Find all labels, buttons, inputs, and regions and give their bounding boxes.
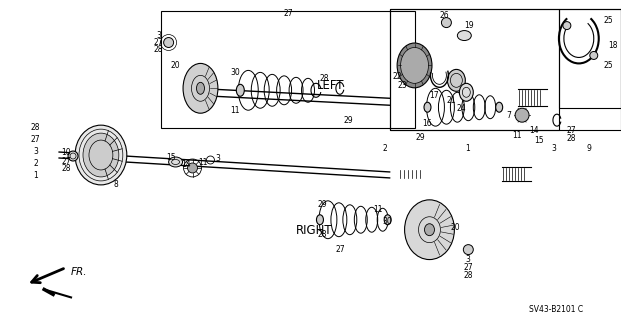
- Bar: [389, 9, 621, 130]
- Text: 15: 15: [166, 153, 175, 162]
- Bar: [389, 9, 559, 130]
- Ellipse shape: [401, 47, 429, 83]
- Text: 28: 28: [566, 133, 575, 143]
- Text: 18: 18: [608, 41, 618, 50]
- Text: 10: 10: [61, 148, 71, 156]
- Ellipse shape: [460, 83, 473, 101]
- Ellipse shape: [424, 224, 434, 236]
- Text: 28: 28: [154, 45, 164, 54]
- Ellipse shape: [457, 31, 471, 41]
- Text: 25: 25: [604, 16, 613, 25]
- Text: 29: 29: [415, 132, 425, 141]
- Circle shape: [164, 37, 174, 47]
- Text: FR.: FR.: [71, 267, 88, 276]
- Text: 3: 3: [215, 154, 220, 163]
- Text: 22: 22: [393, 72, 402, 81]
- Text: 28: 28: [30, 123, 40, 132]
- Circle shape: [68, 151, 78, 161]
- Ellipse shape: [236, 84, 244, 96]
- Text: 11: 11: [198, 158, 207, 167]
- Text: 8: 8: [113, 180, 118, 189]
- Text: 20: 20: [450, 223, 460, 232]
- Text: 28: 28: [463, 271, 473, 280]
- Ellipse shape: [447, 69, 465, 91]
- Text: 16: 16: [423, 119, 432, 128]
- Text: 25: 25: [604, 61, 613, 70]
- Text: 17: 17: [430, 91, 439, 100]
- Ellipse shape: [169, 157, 183, 167]
- Text: 3: 3: [552, 144, 556, 153]
- Text: 28: 28: [317, 230, 327, 239]
- Text: 29: 29: [343, 116, 353, 125]
- Text: 30: 30: [383, 217, 392, 226]
- Text: 23: 23: [398, 81, 407, 90]
- Ellipse shape: [384, 215, 391, 225]
- Text: 28: 28: [319, 74, 328, 83]
- Text: 14: 14: [529, 126, 539, 135]
- Text: 19: 19: [465, 21, 474, 30]
- Circle shape: [515, 108, 529, 122]
- Bar: [559, 9, 621, 108]
- Ellipse shape: [183, 63, 218, 113]
- Text: 27: 27: [566, 126, 576, 135]
- Bar: [160, 11, 414, 128]
- Text: 11: 11: [231, 106, 240, 115]
- Ellipse shape: [197, 82, 205, 94]
- Text: 1: 1: [33, 172, 38, 180]
- Ellipse shape: [424, 102, 431, 112]
- Text: 20: 20: [171, 61, 180, 70]
- Circle shape: [463, 244, 473, 255]
- Text: 14: 14: [181, 160, 190, 170]
- Text: 11: 11: [373, 205, 383, 214]
- Circle shape: [188, 163, 198, 173]
- Text: 27: 27: [463, 263, 473, 272]
- Circle shape: [442, 18, 452, 28]
- Text: LEFT: LEFT: [317, 79, 345, 92]
- Circle shape: [590, 52, 598, 60]
- Text: 11: 11: [513, 131, 522, 140]
- Text: SV43-B2101 C: SV43-B2101 C: [529, 305, 583, 314]
- Text: 28: 28: [62, 164, 71, 173]
- Text: 3: 3: [33, 147, 38, 156]
- Ellipse shape: [404, 200, 455, 260]
- Text: 9: 9: [587, 144, 592, 153]
- Text: 2: 2: [383, 144, 387, 153]
- Text: 27: 27: [283, 9, 293, 18]
- Text: 3: 3: [156, 31, 161, 40]
- Ellipse shape: [496, 102, 503, 112]
- Ellipse shape: [75, 125, 127, 185]
- Text: 15: 15: [534, 136, 544, 145]
- Text: 1: 1: [465, 144, 470, 153]
- Ellipse shape: [83, 133, 119, 177]
- Text: 27: 27: [61, 157, 71, 166]
- Text: 2: 2: [33, 159, 38, 168]
- Text: 3: 3: [466, 255, 471, 264]
- Text: 27: 27: [335, 245, 345, 254]
- Text: 30: 30: [231, 68, 240, 77]
- Text: 7: 7: [507, 111, 511, 120]
- Text: 27: 27: [154, 38, 164, 47]
- Text: 26: 26: [440, 11, 449, 20]
- Text: RIGHT: RIGHT: [295, 224, 332, 236]
- Text: 24: 24: [457, 104, 466, 113]
- Ellipse shape: [397, 43, 432, 88]
- Text: 29: 29: [317, 200, 327, 209]
- Ellipse shape: [317, 215, 323, 225]
- Text: 21: 21: [447, 96, 456, 105]
- Circle shape: [563, 22, 571, 29]
- Text: 27: 27: [30, 135, 40, 144]
